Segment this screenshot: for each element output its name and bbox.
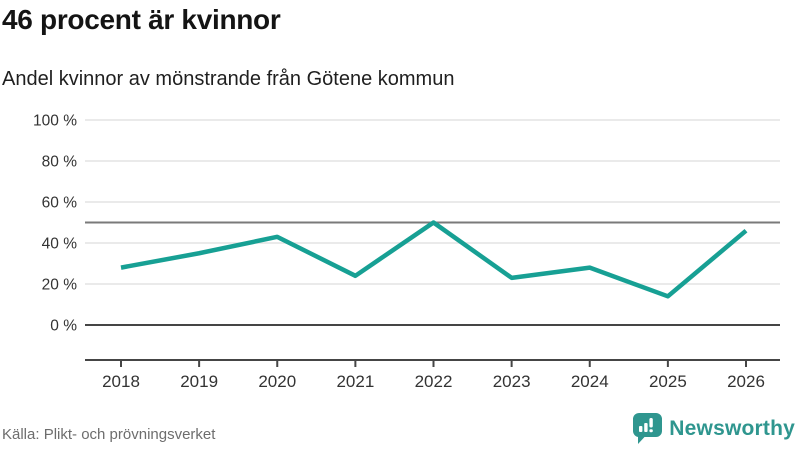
x-tick-label: 2019	[180, 372, 218, 391]
newsworthy-logo: Newsworthy	[633, 413, 795, 444]
y-tick-label: 40 %	[42, 236, 78, 253]
y-tick-label: 80 %	[42, 154, 78, 171]
x-tick-label: 2025	[649, 372, 687, 391]
y-tick-label: 0 %	[50, 318, 77, 335]
x-tick-label: 2026	[727, 372, 765, 391]
x-tick-label: 2024	[571, 372, 609, 391]
newsworthy-logo-text: Newsworthy	[669, 416, 795, 440]
line-chart: 0 % 20 % 40 % 60 % 80 % 100 % 2018 2019 2020 2021…	[0, 110, 800, 400]
chart-svg: 0 % 20 % 40 % 60 % 80 % 100 % 2018 2019 2020 2021…	[33, 113, 780, 391]
newsworthy-logo-icon	[633, 413, 663, 444]
x-tick-label: 2021	[336, 372, 374, 391]
x-tick-label: 2022	[415, 372, 453, 391]
data-line-share-of-women	[120, 220, 748, 299]
y-tick-label: 100 %	[33, 113, 77, 130]
x-tick-label: 2018	[102, 372, 140, 391]
chart-title: 46 procent är kvinnor	[2, 4, 281, 35]
x-tick-label: 2023	[493, 372, 531, 391]
chart-subtitle: Andel kvinnor av mönstrande från Götene …	[2, 68, 455, 90]
x-tick-label: 2020	[258, 372, 296, 391]
source-note: Källa: Plikt- och prövningsverket	[2, 426, 216, 443]
y-tick-label: 60 %	[42, 195, 78, 212]
y-tick-label: 20 %	[42, 277, 78, 294]
